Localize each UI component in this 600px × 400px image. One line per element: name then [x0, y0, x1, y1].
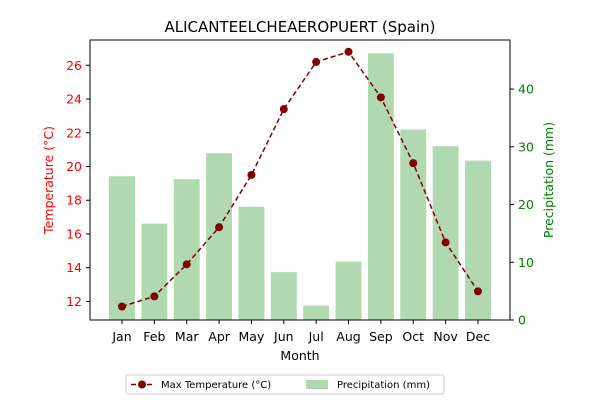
x-tick-label: Aug [336, 329, 360, 344]
x-tick-label: Jan [111, 329, 131, 344]
y-left-tick-label: 16 [66, 226, 82, 241]
y-left-tick-label: 24 [66, 92, 82, 107]
x-tick-label: Oct [402, 329, 424, 344]
precip-bar-nov [432, 146, 459, 320]
temp-point-mar [182, 260, 191, 269]
y-axis-right-label: Precipitation (mm) [541, 122, 556, 238]
temp-point-aug [344, 47, 353, 56]
y-left-tick-label: 20 [66, 159, 82, 174]
precip-bar-feb [141, 223, 168, 320]
y-axis-left-label: Temperature (°C) [41, 126, 56, 235]
precip-bar-sep [367, 53, 394, 320]
temp-point-jan [118, 302, 126, 311]
y-left-tick-label: 14 [66, 260, 82, 275]
y-axis-right: 0 10 20 30 40 [510, 82, 534, 328]
x-tick-label: Dec [466, 329, 490, 344]
precip-bar-oct [400, 129, 427, 320]
x-axis-label: Month [280, 348, 319, 363]
temp-point-apr [215, 223, 224, 232]
y-left-tick-label: 12 [66, 294, 82, 309]
temp-point-dec [473, 287, 482, 296]
x-tick-label: Apr [208, 329, 230, 344]
y-right-tick-label: 20 [518, 197, 534, 212]
legend: Max Temperature (°C) Precipitation (mm) [125, 374, 445, 395]
temp-point-feb [150, 292, 159, 301]
legend-box [125, 374, 445, 395]
precip-bar-mar [173, 179, 200, 320]
chart-title: ALICANTEELCHEAEROPUERT (Spain) [164, 18, 435, 36]
temp-point-nov [441, 238, 450, 247]
legend-marker-swatch [138, 380, 146, 389]
x-axis: Jan Feb Mar Apr May Jun Jul Aug Sep Oct Nov Dec [111, 320, 490, 344]
y-right-tick-label: 40 [518, 82, 534, 97]
precip-bar-jun [270, 272, 297, 320]
temperature-line [121, 50, 479, 308]
y-left-tick-label: 18 [66, 193, 82, 208]
temp-point-sep [376, 93, 385, 102]
precipitation-bars [109, 53, 491, 320]
temp-point-may [247, 170, 256, 179]
temperature-line-group [118, 47, 482, 311]
temp-point-jun [279, 105, 288, 114]
y-right-tick-label: 0 [518, 313, 526, 328]
x-tick-label: Sep [369, 329, 393, 344]
x-tick-label: Nov [433, 329, 458, 344]
precip-bar-may [238, 206, 265, 320]
plot-frame [89, 39, 511, 321]
legend-label-precipitation: Precipitation (mm) [337, 380, 430, 391]
x-tick-label: Feb [143, 329, 165, 344]
x-tick-label: May [239, 329, 265, 344]
y-right-tick-label: 10 [518, 255, 534, 270]
legend-label-temperature: Max Temperature (°C) [161, 380, 271, 391]
x-tick-label: Jun [273, 329, 294, 344]
legend-bar-swatch [306, 380, 328, 389]
x-tick-label: Jul [308, 329, 324, 344]
temp-point-oct [409, 159, 418, 168]
precip-bar-jan [109, 176, 135, 320]
x-tick-label: Mar [175, 329, 199, 344]
y-left-tick-label: 26 [66, 58, 82, 73]
y-axis-left: 12 14 16 18 20 22 24 26 [66, 58, 90, 309]
precip-bar-dec [465, 160, 491, 320]
y-right-tick-label: 30 [518, 139, 534, 154]
temp-point-jul [312, 57, 321, 66]
precip-bar-aug [335, 261, 362, 320]
precip-bar-jul [303, 305, 330, 320]
y-left-tick-label: 22 [66, 125, 82, 140]
